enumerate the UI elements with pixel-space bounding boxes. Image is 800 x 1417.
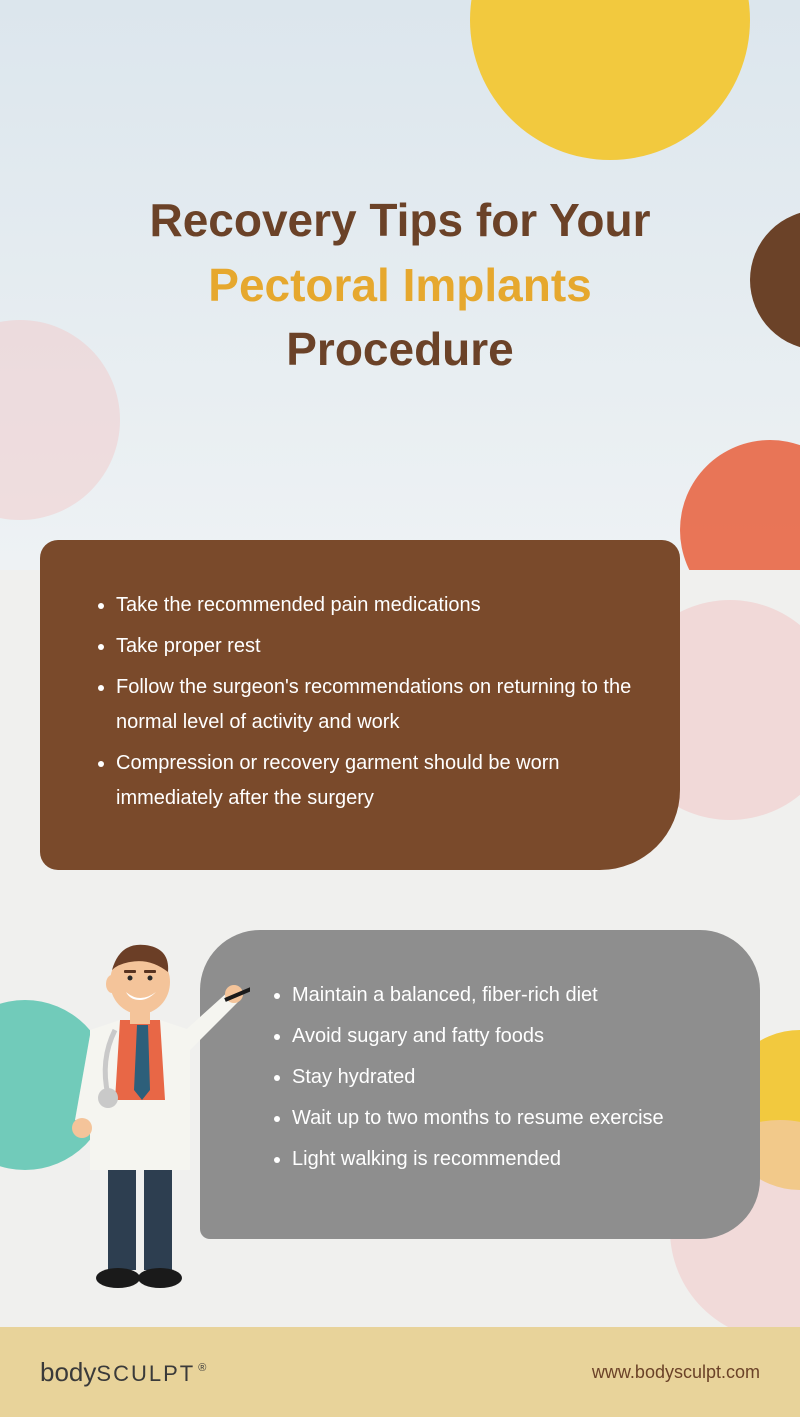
list-item: Wait up to two months to resume exercise [292,1101,704,1136]
list-item: Follow the surgeon's recommendations on … [116,670,632,740]
logo-text-heavy: SCULPT [96,1361,195,1386]
title-highlight: Pectoral Implants [208,259,591,311]
tips-box-2: Maintain a balanced, fiber-rich diet Avo… [200,930,760,1239]
header: Recovery Tips for Your Pectoral Implants… [0,0,800,570]
logo-text-light: body [40,1357,96,1387]
footer: bodySCULPT® www.bodysculpt.com [0,1327,800,1417]
footer-url: www.bodysculpt.com [592,1362,760,1383]
title-part1: Recovery Tips for Your [149,194,650,246]
doctor-illustration-icon [30,920,250,1300]
list-item: Maintain a balanced, fiber-rich diet [292,978,704,1013]
decor-circle-yellow-top [470,0,750,160]
tips-list-2: Maintain a balanced, fiber-rich diet Avo… [270,978,704,1177]
list-item: Take the recommended pain medications [116,588,632,623]
list-item: Avoid sugary and fatty foods [292,1019,704,1054]
list-item: Stay hydrated [292,1060,704,1095]
list-item: Take proper rest [116,629,632,664]
logo-registered-mark: ® [198,1362,206,1374]
decor-circle-brown [750,210,800,350]
list-item: Compression or recovery garment should b… [116,746,632,816]
title-part2: Procedure [286,323,514,375]
list-item: Light walking is recommended [292,1142,704,1177]
tips-list-1: Take the recommended pain medications Ta… [94,588,632,816]
tips-box-1: Take the recommended pain medications Ta… [40,540,680,870]
logo: bodySCULPT® [40,1357,206,1388]
page-title: Recovery Tips for Your Pectoral Implants… [120,188,680,381]
decor-circle-pink-left [0,320,120,520]
